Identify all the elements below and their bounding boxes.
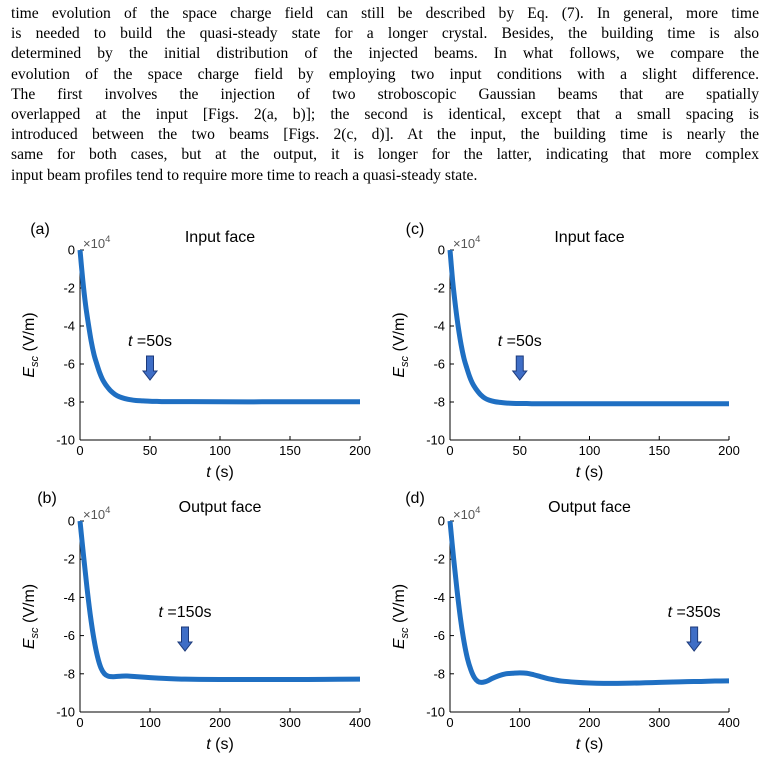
y-tick-label: -10 [426,705,445,720]
text-line: is needed to build the quasi-steady stat… [11,25,759,43]
x-tick-label: 300 [648,715,670,730]
x-tick-label: 0 [446,443,453,458]
y-tick-label: 0 [68,514,75,529]
y-tick-label: -4 [433,319,445,334]
panel-label: (c) [406,221,425,238]
x-tick-label: 50 [513,443,527,458]
y-tick-label: -6 [433,357,445,372]
y-axis-label: Esc (V/m) [21,584,41,649]
y-scale-multiplier: ×104 [453,505,480,522]
text-line: time evolution of the space charge field… [11,5,759,22]
y-axis-label: Esc (V/m) [391,584,411,649]
x-axis-label: t (s) [206,736,234,753]
y-tick-label: -8 [63,395,75,410]
text-line: determined by the initial distribution o… [11,45,759,63]
y-tick-label: -4 [63,590,75,605]
series-line [77,520,361,683]
x-tick-label: 300 [279,715,301,730]
down-arrow-icon [176,626,194,652]
y-tick-label: -8 [433,666,445,681]
chart-title: Input face [185,229,255,246]
time-annotation: t =50s [128,333,172,350]
time-annotation: t =350s [668,604,721,621]
y-scale-multiplier: ×104 [83,505,110,522]
x-tick-label: 0 [446,715,453,730]
x-axis-label: t (s) [576,464,604,481]
y-tick-label: -2 [63,552,75,567]
x-tick-label: 150 [648,443,670,458]
series-line [447,520,730,686]
chart-panel-d: 0 100 200 300 400 0 -2 -4 -6 -8 -10 ×104 Output face… [391,490,740,753]
down-arrow-icon [511,355,528,381]
down-arrow-icon [141,355,159,381]
y-tick-label: -2 [63,281,75,296]
panel-label: (d) [405,490,425,507]
chart-panel-b: 0 100 200 300 400 0 -2 -4 -6 -8 -10 ×104 Output face… [21,490,371,753]
y-axis-label: Esc (V/m) [21,312,41,377]
time-annotation: t =150s [159,604,212,621]
y-tick-label: -10 [426,433,445,448]
y-tick-label: -8 [63,666,75,681]
x-tick-label: 0 [76,443,83,458]
x-tick-label: 200 [718,443,740,458]
text-line: The first involves the injection of two … [11,85,759,103]
chart-title: Input face [554,229,624,246]
y-scale-multiplier: ×104 [83,234,110,251]
y-tick-label: -6 [63,628,75,643]
y-tick-label: 0 [68,243,75,258]
chart-panel-a: 0 50 100 150 200 0 -2 -4 -6 -8 -10 ×104 Input face (a… [21,221,371,481]
x-tick-label: 100 [139,715,161,730]
text-line: same for both cases, but at the output, … [11,146,759,164]
y-scale-multiplier: ×104 [453,234,480,251]
x-axis-label: t (s) [206,464,234,481]
y-tick-label: -8 [433,395,445,410]
x-axis-label: t (s) [576,736,604,753]
y-tick-label: -10 [56,433,75,448]
x-tick-label: 200 [209,715,231,730]
time-annotation: t =50s [498,333,542,350]
y-tick-label: 0 [438,514,445,529]
series-line [447,249,729,407]
y-tick-label: -6 [63,357,75,372]
x-tick-label: 400 [718,715,740,730]
text-line: evolution of the space charge field by e… [11,65,759,83]
x-tick-label: 400 [349,715,371,730]
chart-title: Output face [179,499,262,516]
panel-label: (a) [30,221,50,238]
x-tick-label: 0 [76,715,83,730]
x-tick-label: 150 [279,443,301,458]
down-arrow-icon [686,626,703,652]
y-tick-label: -4 [433,590,445,605]
y-tick-label: -6 [433,628,445,643]
text-line: overlapped at the input [Figs. 2(a, b)];… [11,106,759,124]
y-tick-label: -2 [433,281,445,296]
x-tick-label: 200 [349,443,371,458]
series-line [77,249,360,405]
y-tick-label: -2 [433,552,445,567]
body-paragraph: time evolution of the space charge field… [11,4,759,186]
y-tick-label: -4 [63,319,75,334]
x-tick-label: 100 [579,443,601,458]
y-tick-label: -10 [56,705,75,720]
x-tick-label: 200 [579,715,601,730]
text-line: input beam profiles tend to require more… [11,166,478,184]
text-line: introduced between the two beams [Figs. … [11,126,759,144]
x-tick-label: 100 [209,443,231,458]
chart-panel-c: 0 50 100 150 200 0 -2 -4 -6 -8 -10 ×104 Input face (c… [391,221,740,481]
x-tick-label: 100 [509,715,531,730]
y-axis-label: Esc (V/m) [391,312,411,377]
panel-label: (b) [37,490,57,507]
y-tick-label: 0 [438,243,445,258]
x-tick-label: 50 [143,443,157,458]
chart-title: Output face [548,499,631,516]
